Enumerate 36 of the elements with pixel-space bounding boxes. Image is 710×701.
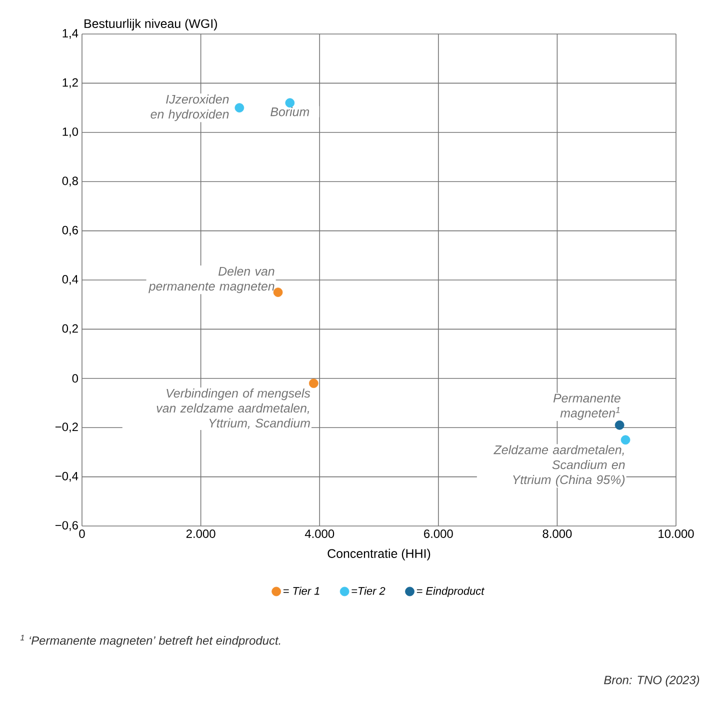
y-tick-label: 0,8 [62,176,78,187]
point [620,435,630,445]
annotation: Delen van permanente magneten [148,266,274,294]
point [614,420,624,430]
y-tick-label: −0,4 [55,472,78,482]
x-tick-label: 4.000 [304,530,334,538]
text: Bron: TNO (2023) [604,675,700,687]
point [285,98,295,108]
y-tick-label: −0,6 [55,521,78,531]
x-tick-label: 6.000 [424,530,453,538]
point [273,288,283,297]
annotation: Zeldzame aardmetalen, Scandium en Yttrium (China 95%) [494,445,625,487]
x-tick-label: 8.000 [542,530,572,538]
legend-label: =Tier 2 [352,586,386,595]
y-tick-label: −0,2 [55,422,78,433]
legend-label: = Tier 1 [283,586,320,595]
x-tick-label: 10.000 [658,530,694,538]
annotation: Permanente magneten$^{1}$ [553,394,620,420]
x-tick-label: 2.000 [186,530,216,538]
y-tick-label: 1,4 [62,29,78,39]
y-tick-label: 0,2 [62,324,78,334]
y-axis-title: Bestuurlijk niveau (WGI) [84,18,217,30]
annotation: IJzeroxiden en hydroxiden [150,94,229,122]
x-tick-label: 0 [79,530,85,538]
y-tick-label: 0,4 [62,275,78,285]
y-tick-label: 1,0 [62,127,78,138]
text: $^{1}$ ‘Permanente magneten’ betreft het eindproduct. [20,634,280,648]
annotation: Borium [270,107,310,116]
y-tick-label: 0 [72,374,78,383]
y-tick-label: 1,2 [62,78,78,88]
annotation: Verbindingen of mengsels van zeldzame aardmetalen, Yttrium, Scandium [156,388,310,430]
point [234,103,244,112]
x-axis-title: Concentratie (HHI) [328,548,430,560]
y-tick-label: 0,6 [62,226,78,236]
legend-label: = Eindproduct [416,586,485,597]
point [308,378,318,388]
